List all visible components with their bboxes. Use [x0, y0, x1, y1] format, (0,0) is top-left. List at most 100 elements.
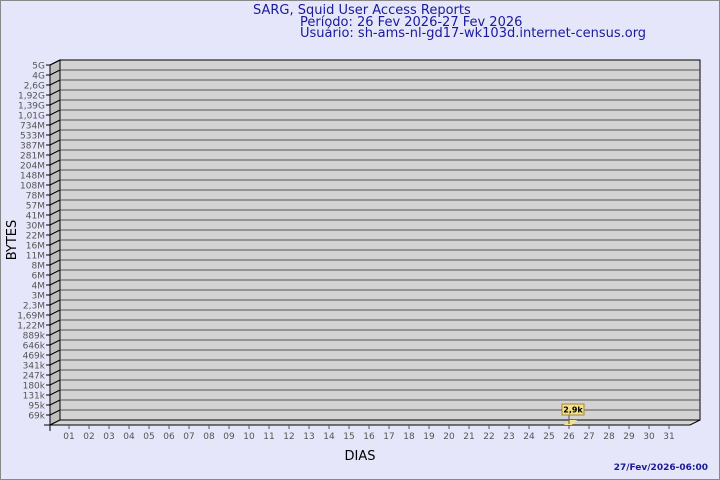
- y-tick-diagonal: [49, 329, 61, 336]
- x-tick-label: 12: [283, 432, 294, 442]
- y-tick-diagonal: [49, 269, 61, 276]
- x-tick-label: 18: [403, 432, 415, 442]
- y-tick-label: 1,92G: [18, 92, 45, 102]
- x-tick-label: 14: [323, 432, 335, 442]
- y-tick-label: 180k: [23, 382, 46, 392]
- y-tick-label: 469k: [23, 352, 46, 362]
- y-tick-diagonal: [49, 389, 61, 396]
- y-tick-label: 8M: [32, 262, 46, 272]
- y-tick-diagonal: [49, 109, 61, 116]
- y-tick-diagonal: [49, 279, 61, 286]
- y-tick-diagonal: [49, 229, 61, 236]
- y-tick-diagonal: [49, 309, 61, 316]
- x-tick-label: 06: [163, 432, 175, 442]
- x-tick-label: 17: [383, 432, 394, 442]
- y-tick-diagonal: [49, 169, 61, 176]
- y-tick-label: 148M: [20, 172, 45, 182]
- y-tick-diagonal: [49, 209, 61, 216]
- x-tick-label: 29: [623, 432, 635, 442]
- y-tick-label: 387M: [20, 142, 45, 152]
- x-tick-label: 08: [203, 432, 215, 442]
- x-tick-label: 16: [363, 432, 375, 442]
- y-tick-diagonal: [49, 129, 61, 136]
- x-tick-label: 26: [563, 432, 575, 442]
- x-tick-label: 09: [223, 432, 235, 442]
- y-tick-diagonal: [49, 379, 61, 386]
- y-tick-label: 889k: [23, 332, 46, 342]
- y-tick-diagonal: [49, 339, 61, 346]
- y-tick-label: 1,69M: [17, 312, 45, 322]
- y-axis-label: BYTES: [5, 220, 20, 261]
- y-tick-diagonal: [49, 139, 61, 146]
- x-tick-label: 03: [103, 432, 114, 442]
- y-tick-diagonal: [49, 79, 61, 86]
- x-tick-label: 24: [523, 432, 535, 442]
- y-tick-label: 108M: [20, 182, 45, 192]
- y-tick-diagonal: [49, 359, 61, 366]
- y-tick-label: 69k: [28, 412, 45, 422]
- x-tick-label: 19: [423, 432, 435, 442]
- x-tick-label: 20: [443, 432, 455, 442]
- y-tick-label: 1,22M: [17, 322, 45, 332]
- y-tick-label: 16M: [26, 242, 45, 252]
- y-tick-diagonal: [49, 119, 61, 126]
- y-tick-diagonal: [49, 259, 61, 266]
- y-tick-diagonal: [49, 399, 61, 406]
- x-tick-label: 28: [603, 432, 615, 442]
- x-tick-label: 25: [543, 432, 554, 442]
- chart-title: SARG, Squid User Access Reports: [253, 3, 471, 18]
- y-tick-label: 57M: [26, 202, 45, 212]
- y-tick-label: 247k: [23, 372, 46, 382]
- y-tick-diagonal: [49, 239, 61, 246]
- y-tick-diagonal: [49, 319, 61, 326]
- x-axis-label: DIAS: [345, 449, 376, 464]
- y-tick-diagonal: [49, 179, 61, 186]
- y-tick-diagonal: [49, 349, 61, 356]
- y-tick-label: 41M: [26, 212, 45, 222]
- y-tick-diagonal: [49, 199, 61, 206]
- y-tick-label: 341k: [23, 362, 46, 372]
- y-tick-label: 204M: [20, 162, 45, 172]
- x-tick-label: 15: [343, 432, 354, 442]
- y-tick-label: 2,6G: [24, 82, 45, 92]
- x-tick-label: 31: [663, 432, 674, 442]
- y-tick-label: 30M: [26, 222, 45, 232]
- y-tick-diagonal: [49, 249, 61, 256]
- x-tick-label: 30: [643, 432, 655, 442]
- y-tick-label: 22M: [26, 232, 45, 242]
- y-tick-label: 1,01G: [18, 112, 45, 122]
- x-tick-label: 01: [63, 432, 74, 442]
- y-tick-label: 5G: [32, 62, 45, 72]
- y-tick-diagonal: [49, 69, 61, 76]
- y-tick-label: 2,3M: [23, 302, 45, 312]
- bar-label: 2,9k: [563, 406, 583, 415]
- chart-user: Usuário: sh-ams-nl-gd17-wk103d.internet-…: [300, 26, 647, 41]
- x-tick-label: 21: [463, 432, 474, 442]
- y-tick-diagonal: [49, 409, 61, 416]
- y-tick-diagonal: [49, 219, 61, 226]
- y-tick-label: 281M: [20, 152, 45, 162]
- y-tick-label: 1,39G: [18, 102, 45, 112]
- x-tick-label: 27: [583, 432, 594, 442]
- x-tick-label: 23: [503, 432, 514, 442]
- y-tick-label: 533M: [20, 132, 45, 142]
- y-tick-diagonal: [49, 369, 61, 376]
- x-tick-label: 10: [243, 432, 255, 442]
- x-tick-label: 05: [143, 432, 154, 442]
- y-tick-diagonal: [49, 149, 61, 156]
- x-tick-label: 02: [83, 432, 94, 442]
- y-tick-diagonal: [49, 289, 61, 296]
- y-tick-diagonal: [49, 159, 61, 166]
- y-tick-label: 78M: [26, 192, 45, 202]
- y-tick-diagonal: [49, 99, 61, 106]
- x-tick-label: 22: [483, 432, 494, 442]
- x-tick-label: 13: [303, 432, 314, 442]
- floor: [49, 419, 701, 426]
- y-tick-label: 11M: [26, 252, 45, 262]
- chart-period: Período: 26 Fev 2026-27 Fev 2026: [300, 15, 523, 30]
- y-tick-diagonal: [49, 89, 61, 96]
- x-tick-label: 07: [183, 432, 194, 442]
- y-tick-label: 734M: [20, 122, 45, 132]
- y-tick-diagonal: [49, 59, 61, 66]
